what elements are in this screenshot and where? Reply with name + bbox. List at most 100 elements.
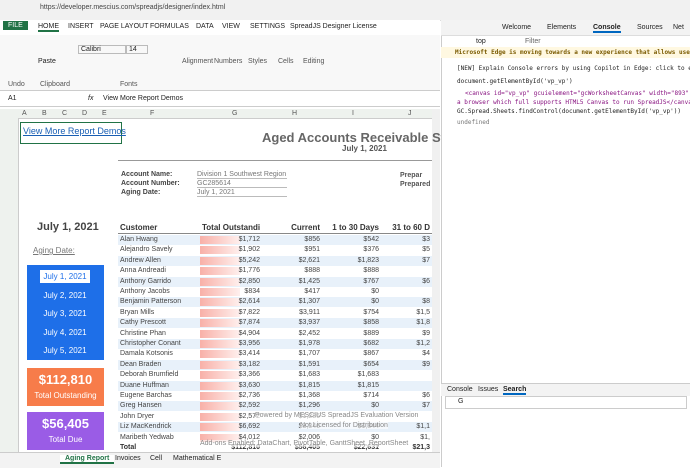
- ribbon-group[interactable]: Alignment: [182, 58, 214, 65]
- date-button[interactable]: July 5, 2021: [43, 346, 87, 355]
- table-cell: Maribeth Yedwab: [120, 433, 174, 441]
- header-rule: [118, 233, 432, 234]
- table-cell: $1,902: [238, 246, 260, 254]
- table-cell: $3,911: [299, 308, 320, 316]
- field-value: GC285614: [197, 180, 287, 188]
- sheet-tab[interactable]: Invoices: [115, 455, 141, 462]
- devtools-tab[interactable]: Net: [673, 24, 684, 31]
- drawer-tab[interactable]: Search: [503, 386, 527, 395]
- prepared: Prepared: [400, 181, 431, 188]
- table-cell: $714: [363, 392, 379, 399]
- table-header: Total Outstanding: [202, 223, 260, 232]
- selected-cell: [20, 122, 122, 144]
- sheet-tab[interactable]: Mathematical E: [173, 455, 222, 462]
- ribbon-tab[interactable]: VIEW: [222, 23, 240, 30]
- drawer-tab[interactable]: Issues: [478, 386, 499, 393]
- sheet-tab[interactable]: Aging Report: [60, 455, 115, 464]
- context[interactable]: top: [476, 38, 486, 45]
- table-cell: $858: [363, 319, 379, 327]
- table-cell: $0: [371, 298, 379, 306]
- col-label: B: [42, 110, 47, 117]
- url[interactable]: https://developer.mescius.com/spreadjs/d…: [40, 4, 226, 11]
- ribbon-group[interactable]: Clipboard: [40, 81, 70, 88]
- ribbon-group[interactable]: Numbers: [214, 58, 243, 65]
- ribbon-tab[interactable]: HOME: [38, 23, 59, 32]
- total-cell: $112,810: [231, 444, 260, 451]
- console-line: document.getElementById('vp_vp'): [457, 78, 573, 85]
- table-cell: Alejandro Savely: [120, 246, 173, 254]
- date-button[interactable]: July 1, 2021: [40, 270, 90, 283]
- col-label: E: [102, 110, 107, 117]
- table-cell: $3,366: [238, 371, 260, 379]
- ribbon-tab[interactable]: SETTINGS: [250, 23, 286, 30]
- table-cell: $9: [422, 329, 430, 337]
- table-header: Customer: [120, 223, 158, 232]
- date-button[interactable]: July 3, 2021: [43, 309, 87, 318]
- cell-ref: A1: [8, 95, 17, 102]
- kpi-box: [27, 412, 104, 450]
- ribbon-group[interactable]: Undo: [8, 81, 25, 88]
- devtools-tab[interactable]: Welcome: [502, 24, 532, 31]
- table-cell: $1,823: [357, 256, 379, 264]
- drawer-tab[interactable]: Console: [447, 386, 473, 393]
- table-cell: $2,592: [238, 402, 260, 410]
- row-band: [118, 401, 432, 412]
- table-cell: Duane Huffman: [120, 381, 169, 389]
- ribbon-group[interactable]: Cells: [278, 58, 294, 65]
- ribbon-group[interactable]: Editing: [303, 58, 325, 65]
- ribbon-tab[interactable]: INSERT: [68, 23, 94, 30]
- col-label: A: [22, 110, 27, 117]
- scrollbar[interactable]: [432, 109, 440, 452]
- ribbon-group[interactable]: Fonts: [120, 81, 138, 88]
- table-cell: $834: [244, 288, 260, 295]
- data-bar: [200, 246, 240, 255]
- link[interactable]: View More Report Demos: [23, 126, 126, 136]
- search-text[interactable]: G: [458, 398, 464, 405]
- console-line: undefined: [457, 119, 490, 126]
- table-cell: $2,850: [238, 277, 260, 285]
- table-cell: $7,822: [238, 308, 260, 316]
- date-button[interactable]: July 2, 2021: [43, 290, 87, 300]
- paste[interactable]: Paste: [38, 58, 56, 65]
- table-cell: $1,8: [416, 319, 430, 327]
- warning-bg: [441, 47, 690, 58]
- kpi-label: Total Due: [48, 435, 83, 444]
- table-cell: $7: [422, 402, 430, 410]
- data-bar: [200, 350, 240, 359]
- table-cell: $4: [422, 350, 430, 358]
- data-bar: [200, 288, 240, 296]
- devtools-tabs: [441, 20, 690, 36]
- table-cell: Benjamin Patterson: [120, 298, 182, 306]
- data-bar: [200, 298, 240, 307]
- console-line: <canvas id="vp_vp" gcuielement="gcWorksh…: [465, 90, 690, 97]
- size-box[interactable]: 14: [126, 45, 148, 54]
- sheet-tab[interactable]: Cell: [150, 455, 163, 462]
- filter[interactable]: Filter: [525, 38, 541, 45]
- font-box[interactable]: Calibri: [78, 45, 126, 54]
- devtools-tab[interactable]: Elements: [547, 24, 577, 31]
- ribbon-tab[interactable]: SpreadJS Designer License: [290, 23, 377, 30]
- data-bar: [200, 360, 240, 369]
- ribbon-tab[interactable]: FILE: [3, 21, 28, 30]
- date-button[interactable]: July 4, 2021: [43, 327, 87, 337]
- table-cell: $5: [422, 246, 430, 254]
- ribbon-tab[interactable]: FORMULAS: [150, 23, 189, 30]
- col-label: H: [292, 110, 298, 117]
- table-cell: $6,692: [238, 423, 260, 431]
- devtools-tab[interactable]: Sources: [637, 24, 663, 31]
- devtools-tab[interactable]: Console: [593, 24, 621, 33]
- row-band: [118, 255, 432, 266]
- table-cell: $0: [371, 288, 379, 295]
- data-bar: [200, 256, 240, 265]
- table-cell: $1,5: [416, 308, 430, 316]
- ribbon-group[interactable]: Styles: [248, 58, 268, 65]
- ribbon-tab[interactable]: PAGE LAYOUT: [100, 23, 149, 30]
- search-box[interactable]: [445, 396, 687, 409]
- table-cell: $2,621: [298, 256, 320, 264]
- row-band: [118, 380, 432, 391]
- col-label: F: [150, 110, 155, 117]
- ribbon-tab[interactable]: DATA: [196, 23, 214, 30]
- kpi-box: [27, 368, 104, 406]
- data-bar: [200, 308, 240, 317]
- field-value: July 1, 2021: [197, 189, 287, 197]
